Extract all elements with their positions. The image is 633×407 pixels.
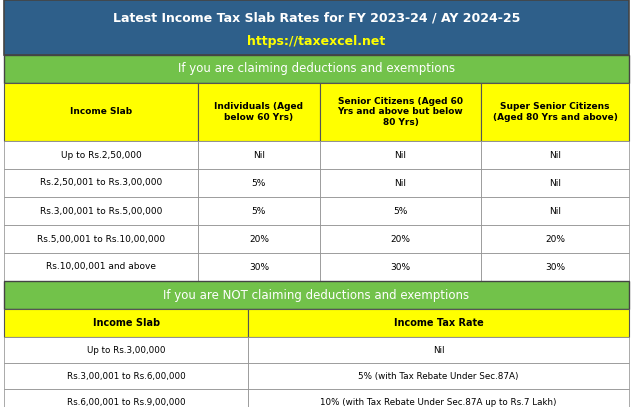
FancyBboxPatch shape [4, 169, 197, 197]
Text: Individuals (Aged
below 60 Yrs): Individuals (Aged below 60 Yrs) [215, 102, 303, 122]
FancyBboxPatch shape [320, 169, 481, 197]
Text: Income Tax Rate: Income Tax Rate [394, 318, 484, 328]
FancyBboxPatch shape [4, 197, 197, 225]
FancyBboxPatch shape [4, 309, 248, 337]
FancyBboxPatch shape [320, 83, 481, 141]
FancyBboxPatch shape [197, 197, 320, 225]
Text: Senior Citizens (Aged 60
Yrs and above but below
80 Yrs): Senior Citizens (Aged 60 Yrs and above b… [337, 97, 463, 127]
FancyBboxPatch shape [4, 83, 197, 141]
Text: Latest Income Tax Slab Rates for FY 2023-24 / AY 2024-25: Latest Income Tax Slab Rates for FY 2023… [113, 11, 520, 24]
Text: Up to Rs.2,50,000: Up to Rs.2,50,000 [61, 151, 141, 160]
FancyBboxPatch shape [481, 197, 629, 225]
FancyBboxPatch shape [248, 309, 629, 337]
FancyBboxPatch shape [197, 225, 320, 253]
FancyBboxPatch shape [4, 253, 197, 281]
FancyBboxPatch shape [320, 141, 481, 169]
Text: 10% (with Tax Rebate Under Sec.87A up to Rs.7 Lakh): 10% (with Tax Rebate Under Sec.87A up to… [320, 398, 557, 407]
Text: Rs.2,50,001 to Rs.3,00,000: Rs.2,50,001 to Rs.3,00,000 [40, 179, 162, 188]
Text: Nil: Nil [394, 179, 406, 188]
FancyBboxPatch shape [481, 141, 629, 169]
Text: 5%: 5% [393, 206, 408, 215]
FancyBboxPatch shape [481, 225, 629, 253]
Text: 5% (with Tax Rebate Under Sec.87A): 5% (with Tax Rebate Under Sec.87A) [358, 372, 519, 381]
FancyBboxPatch shape [320, 197, 481, 225]
Text: 30%: 30% [249, 263, 269, 271]
Text: Rs.3,00,001 to Rs.5,00,000: Rs.3,00,001 to Rs.5,00,000 [40, 206, 162, 215]
Text: 20%: 20% [391, 234, 410, 243]
FancyBboxPatch shape [248, 337, 629, 363]
Text: Nil: Nil [253, 151, 265, 160]
Text: Income Slab: Income Slab [70, 107, 132, 116]
FancyBboxPatch shape [320, 225, 481, 253]
Text: If you are NOT claiming deductions and exemptions: If you are NOT claiming deductions and e… [163, 289, 470, 302]
Text: Rs.5,00,001 to Rs.10,00,000: Rs.5,00,001 to Rs.10,00,000 [37, 234, 165, 243]
FancyBboxPatch shape [4, 363, 248, 389]
Text: Up to Rs.3,00,000: Up to Rs.3,00,000 [87, 346, 165, 354]
Text: Rs.10,00,001 and above: Rs.10,00,001 and above [46, 263, 156, 271]
FancyBboxPatch shape [4, 225, 197, 253]
Text: Super Senior Citizens
(Aged 80 Yrs and above): Super Senior Citizens (Aged 80 Yrs and a… [492, 102, 617, 122]
Text: Nil: Nil [549, 179, 561, 188]
Text: Nil: Nil [549, 206, 561, 215]
FancyBboxPatch shape [197, 141, 320, 169]
FancyBboxPatch shape [481, 253, 629, 281]
FancyBboxPatch shape [4, 281, 629, 309]
Text: 20%: 20% [545, 234, 565, 243]
FancyBboxPatch shape [320, 253, 481, 281]
Text: 20%: 20% [249, 234, 269, 243]
Text: 30%: 30% [391, 263, 411, 271]
Text: Nil: Nil [549, 151, 561, 160]
Text: Rs.6,00,001 to Rs.9,00,000: Rs.6,00,001 to Rs.9,00,000 [67, 398, 185, 407]
FancyBboxPatch shape [4, 337, 248, 363]
Text: Nil: Nil [433, 346, 444, 354]
FancyBboxPatch shape [248, 363, 629, 389]
Text: 5%: 5% [252, 206, 266, 215]
FancyBboxPatch shape [4, 389, 248, 407]
FancyBboxPatch shape [481, 83, 629, 141]
FancyBboxPatch shape [481, 169, 629, 197]
FancyBboxPatch shape [197, 253, 320, 281]
FancyBboxPatch shape [197, 169, 320, 197]
FancyBboxPatch shape [4, 55, 629, 83]
FancyBboxPatch shape [248, 389, 629, 407]
FancyBboxPatch shape [4, 0, 629, 55]
Text: https://taxexcel.net: https://taxexcel.net [248, 35, 385, 48]
FancyBboxPatch shape [197, 83, 320, 141]
Text: Rs.3,00,001 to Rs.6,00,000: Rs.3,00,001 to Rs.6,00,000 [67, 372, 185, 381]
Text: Income Slab: Income Slab [92, 318, 160, 328]
Text: Nil: Nil [394, 151, 406, 160]
Text: If you are claiming deductions and exemptions: If you are claiming deductions and exemp… [178, 63, 455, 76]
Text: 30%: 30% [545, 263, 565, 271]
Text: 5%: 5% [252, 179, 266, 188]
FancyBboxPatch shape [4, 141, 197, 169]
